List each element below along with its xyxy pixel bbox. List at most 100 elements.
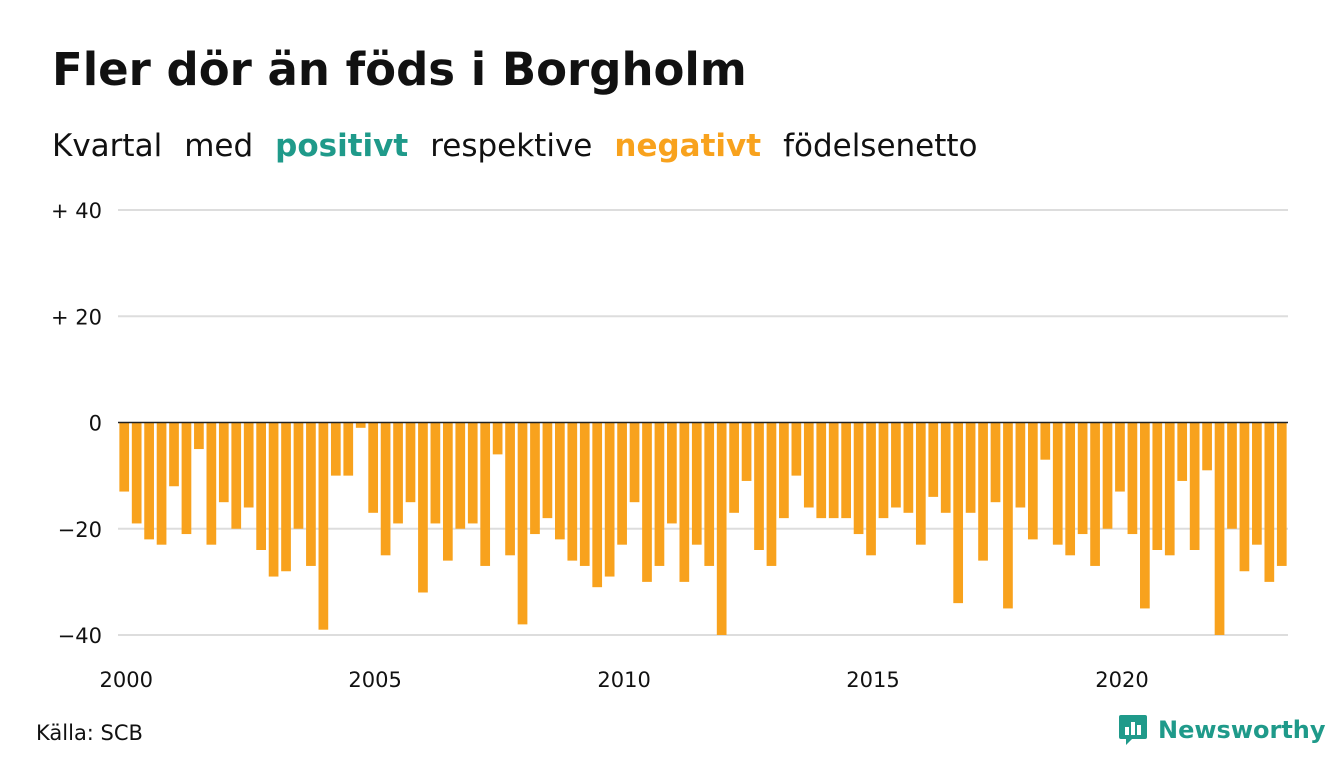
bar bbox=[1015, 422, 1026, 508]
bar bbox=[704, 422, 715, 566]
bar bbox=[891, 422, 901, 508]
bar bbox=[131, 422, 142, 524]
bar bbox=[1040, 422, 1051, 460]
y-tick-label: −40 bbox=[58, 624, 102, 648]
bar bbox=[1127, 422, 1138, 535]
bar bbox=[791, 422, 802, 476]
bar bbox=[779, 422, 789, 519]
bar bbox=[455, 422, 466, 529]
bar bbox=[119, 422, 130, 492]
subtitle-word-respektive: respektive bbox=[430, 128, 593, 164]
y-tick-label: + 20 bbox=[51, 305, 102, 329]
bar bbox=[1202, 422, 1212, 471]
bar bbox=[903, 422, 914, 513]
bar bbox=[1164, 422, 1175, 556]
x-tick-label: 2015 bbox=[846, 668, 899, 692]
bar bbox=[418, 422, 428, 593]
bar bbox=[866, 422, 876, 556]
bar bbox=[1227, 422, 1237, 529]
bar bbox=[405, 422, 416, 503]
bar bbox=[928, 422, 939, 497]
subtitle-word-med: med bbox=[184, 128, 254, 164]
bar bbox=[505, 422, 515, 556]
y-tick-label: −20 bbox=[58, 518, 102, 542]
x-axis-tick-labels: 2000 2005 2010 2015 2020 bbox=[99, 668, 1148, 692]
brand-name: Newsworthy bbox=[1158, 716, 1326, 744]
bar bbox=[754, 422, 764, 550]
bar bbox=[1077, 422, 1088, 535]
bar bbox=[330, 422, 341, 476]
bar bbox=[1252, 422, 1262, 545]
bar bbox=[878, 422, 889, 519]
bar bbox=[729, 422, 739, 513]
bar bbox=[156, 422, 167, 545]
bar bbox=[741, 422, 752, 481]
bar bbox=[716, 422, 727, 635]
bar bbox=[617, 422, 627, 545]
bar-chart: + 40 + 20 0 −20 −40 2000 2005 2010 2015 2020 bbox=[51, 199, 1288, 692]
bar bbox=[555, 422, 565, 540]
bar bbox=[1115, 422, 1125, 492]
bar bbox=[853, 422, 864, 535]
y-tick-label: 0 bbox=[89, 412, 102, 436]
chart-title: Fler dör än föds i Borgholm bbox=[52, 43, 747, 96]
bar bbox=[206, 422, 217, 545]
bar bbox=[380, 422, 391, 556]
bar bbox=[1102, 422, 1113, 529]
x-tick-label: 2010 bbox=[597, 668, 650, 692]
bar bbox=[256, 422, 266, 550]
bar bbox=[393, 422, 403, 524]
bar bbox=[1052, 422, 1063, 545]
bar bbox=[953, 422, 964, 604]
bar bbox=[181, 422, 192, 535]
bar bbox=[218, 422, 229, 503]
bar bbox=[965, 422, 976, 513]
bar bbox=[1027, 422, 1038, 540]
bar bbox=[978, 422, 988, 561]
bar bbox=[281, 422, 291, 572]
bar bbox=[1152, 422, 1163, 550]
subtitle-negative-label: negativt bbox=[614, 128, 762, 164]
brand-logo: Newsworthy bbox=[1118, 713, 1326, 747]
chart-subtitle: Kvartal med positivt respektive negativt föde… bbox=[52, 126, 1000, 166]
bar bbox=[654, 422, 665, 566]
bar bbox=[542, 422, 553, 519]
bar bbox=[691, 422, 702, 545]
x-tick-label: 2000 bbox=[99, 668, 152, 692]
bar bbox=[766, 422, 777, 566]
bar bbox=[243, 422, 254, 508]
source-note: Källa: SCB bbox=[36, 721, 143, 745]
bar bbox=[368, 422, 379, 513]
bar bbox=[517, 422, 528, 625]
bar bbox=[194, 422, 204, 450]
bar bbox=[828, 422, 839, 519]
bar bbox=[592, 422, 603, 588]
newsworthy-logo-icon bbox=[1119, 715, 1147, 745]
bar bbox=[1090, 422, 1100, 566]
bar bbox=[679, 422, 690, 582]
bar bbox=[1003, 422, 1013, 609]
bar bbox=[567, 422, 578, 561]
bar bbox=[144, 422, 154, 540]
bar bbox=[430, 422, 441, 524]
subtitle-word-kvartal: Kvartal bbox=[52, 128, 163, 164]
bar bbox=[604, 422, 615, 577]
bar bbox=[169, 422, 179, 487]
bar bbox=[1177, 422, 1188, 481]
bar bbox=[667, 422, 677, 524]
bar bbox=[1189, 422, 1200, 550]
bar bbox=[343, 422, 354, 476]
bar bbox=[1065, 422, 1076, 556]
bar bbox=[579, 422, 590, 566]
bar bbox=[467, 422, 478, 524]
bar bbox=[231, 422, 242, 529]
bar bbox=[816, 422, 827, 519]
bar bbox=[915, 422, 926, 545]
bar-series bbox=[119, 422, 1287, 635]
subtitle-word-fodelsenetto: födelsenetto bbox=[783, 128, 978, 164]
y-axis-tick-labels: + 40 + 20 0 −20 −40 bbox=[51, 199, 102, 648]
bar bbox=[1264, 422, 1275, 582]
bar bbox=[990, 422, 1001, 503]
bar bbox=[1239, 422, 1250, 572]
bar bbox=[1214, 422, 1225, 635]
